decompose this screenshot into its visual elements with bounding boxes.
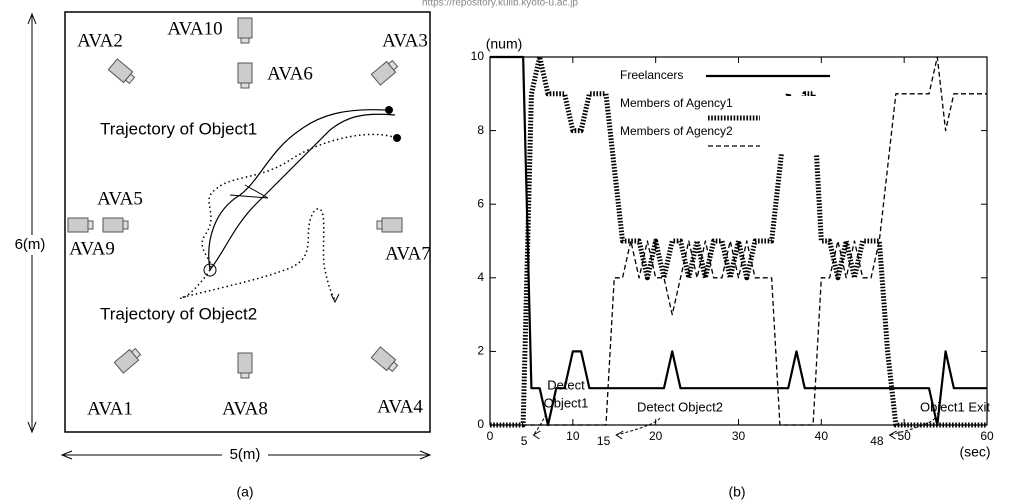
x-tick-label: 30 xyxy=(732,429,746,443)
camera-lens xyxy=(124,73,136,85)
camera-body xyxy=(237,17,253,39)
legend-bg xyxy=(616,124,832,154)
camera-label: AVA7 xyxy=(385,243,431,264)
camera-body xyxy=(381,217,403,233)
caption-a: (a) xyxy=(236,484,253,500)
camera-label: AVA1 xyxy=(87,398,133,419)
trajectory-label: Trajectory of Object1 xyxy=(100,119,257,138)
label-bg xyxy=(222,446,268,464)
legend-label: Members of Agency2 xyxy=(620,124,733,138)
camera-lens xyxy=(87,220,94,230)
x-tick-label: 0 xyxy=(487,429,494,443)
camera-icon xyxy=(376,217,403,233)
height-arrowheads xyxy=(27,12,37,434)
trajectory-2a xyxy=(201,133,397,271)
camera-icon xyxy=(370,346,399,373)
y-tick-label: 4 xyxy=(477,270,484,284)
y-tick-label: 2 xyxy=(477,344,484,358)
x-tick-label: 10 xyxy=(566,429,580,443)
trajectory-2-arrow xyxy=(330,293,340,304)
y-tick-label: 0 xyxy=(477,417,484,431)
series-line xyxy=(490,54,987,428)
x-tick-label: 60 xyxy=(980,429,994,443)
camera-lens xyxy=(240,82,250,89)
camera-icon xyxy=(370,59,399,86)
series-line xyxy=(490,55,987,427)
x-tick-label: 20 xyxy=(649,429,663,443)
camera-body xyxy=(237,62,253,84)
camera-body xyxy=(67,217,89,233)
camera-label: AVA2 xyxy=(77,30,123,51)
trajectory-end xyxy=(393,134,401,142)
camera-label: AVA6 xyxy=(267,63,313,84)
y-tick-label: 10 xyxy=(471,49,485,63)
source-url: https://repository.kulib.kyoto-u.ac.jp xyxy=(422,0,578,9)
legend-bg xyxy=(616,96,832,126)
trajectory-1a xyxy=(208,109,386,271)
camera-icon xyxy=(102,217,129,233)
height-label: 6(m) xyxy=(15,236,46,253)
legend-label: Freelancers xyxy=(620,68,683,82)
camera-label: AVA3 xyxy=(382,30,428,51)
caption-b: (b) xyxy=(728,484,745,500)
camera-body xyxy=(102,217,124,233)
camera-label: AVA4 xyxy=(377,396,423,417)
camera-icon xyxy=(237,352,253,379)
annotation-value: 5 xyxy=(521,434,528,448)
trajectory-label: Trajectory of Object2 xyxy=(100,304,257,323)
camera-lens xyxy=(240,37,250,44)
label-bg xyxy=(8,235,54,255)
annotation-value: 15 xyxy=(597,434,611,448)
annotation-arrow xyxy=(616,417,661,436)
x-tick-label: 40 xyxy=(815,429,829,443)
trajectory-2b xyxy=(177,207,336,301)
annotation-arrow xyxy=(889,417,936,436)
y-tick-label: 8 xyxy=(477,123,484,137)
camera-icon xyxy=(67,217,94,233)
camera-lens xyxy=(387,59,399,71)
width-arrowheads xyxy=(60,450,432,460)
y-axis-label: (num) xyxy=(486,36,523,52)
trajectory-1-cross xyxy=(229,184,269,199)
trajectory-1b xyxy=(209,113,396,271)
series-line xyxy=(490,56,987,426)
camera-lens xyxy=(387,361,399,373)
camera-icon xyxy=(237,62,253,89)
y-tick-label: 6 xyxy=(477,196,484,210)
room-frame xyxy=(64,11,431,433)
trajectory-start xyxy=(203,263,217,277)
x-axis-label: (sec) xyxy=(959,444,990,460)
annotation-text: Object1 xyxy=(544,395,589,410)
camera-icon xyxy=(237,17,253,44)
camera-lens xyxy=(240,372,250,379)
annotation-arrowhead xyxy=(888,430,897,440)
annotation-arrowhead xyxy=(532,430,541,440)
x-tick-label: 50 xyxy=(897,429,911,443)
camera-label: AVA10 xyxy=(167,18,222,39)
width-label: 5(m) xyxy=(230,446,261,463)
camera-icon xyxy=(113,347,142,374)
camera-label: AVA9 xyxy=(69,238,115,259)
camera-lens xyxy=(122,220,129,230)
camera-lens xyxy=(130,347,142,359)
annotation-arrow xyxy=(533,413,547,436)
annotation-arrowhead xyxy=(615,430,624,440)
annotation-text: Detect Object2 xyxy=(637,399,723,414)
trajectory-end xyxy=(385,106,393,114)
annotation-text: Object1 Exit xyxy=(920,399,990,414)
annotation-value: 48 xyxy=(870,434,884,448)
legend-label: Members of Agency1 xyxy=(620,96,733,110)
annotation-text: Detect xyxy=(547,377,585,392)
camera-lens xyxy=(376,220,383,230)
camera-label: AVA8 xyxy=(222,398,268,419)
camera-body xyxy=(237,352,253,374)
camera-icon xyxy=(107,58,136,85)
camera-label: AVA5 xyxy=(97,188,143,209)
